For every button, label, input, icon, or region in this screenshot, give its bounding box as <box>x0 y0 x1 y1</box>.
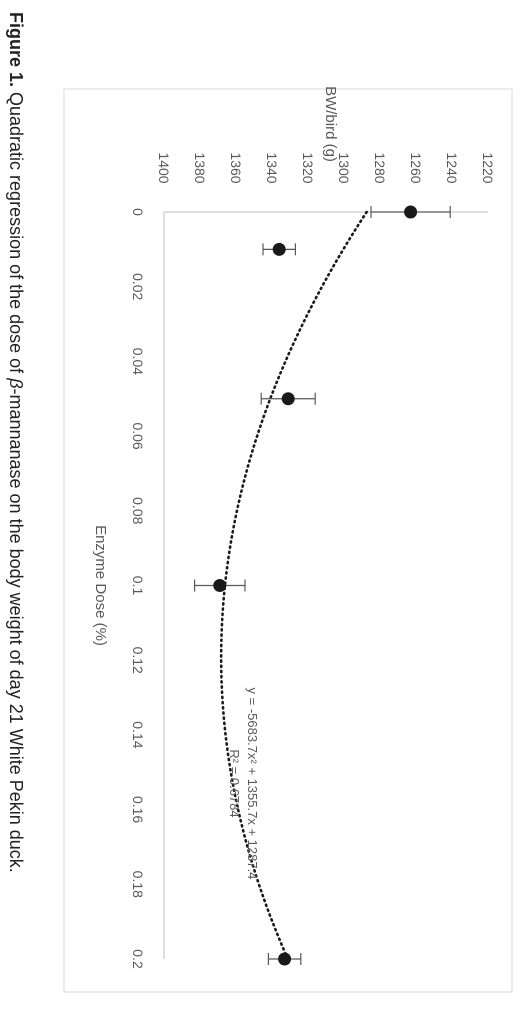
y-tick-label: 1300 <box>336 152 352 183</box>
y-tick-label: 1280 <box>372 152 388 183</box>
caption-part: -mannanase on the body weight of day 21 … <box>6 388 26 872</box>
x-tick-label: 0.08 <box>130 497 146 524</box>
y-tick-label: 1260 <box>408 152 424 183</box>
trendline-equation: y = -5683.7x² + 1355.7x + 1287.4 <box>245 688 260 880</box>
x-tick-label: 0.18 <box>130 871 146 898</box>
data-points <box>213 205 418 966</box>
caption-part-italic: β <box>6 377 26 388</box>
figure-caption: Figure 1. Quadratic regression of the do… <box>6 12 26 873</box>
x-axis-tick-labels: 0 0.02 0.04 0.06 0.08 0.1 0.12 0.14 0.16 0.18 0.2 <box>130 208 146 969</box>
data-point <box>278 952 292 966</box>
x-tick-label: 0 <box>130 208 146 216</box>
y-tick-label: 1240 <box>444 152 460 183</box>
data-point <box>281 392 295 406</box>
y-axis-label: BW/bird (g) <box>322 86 339 162</box>
trendline <box>219 210 368 961</box>
x-tick-label: 0.02 <box>130 273 146 300</box>
x-tick-label: 0.12 <box>130 647 146 674</box>
data-point <box>213 579 227 592</box>
trendline-r-squared: R² = 0.6784 <box>227 749 242 817</box>
y-axis-tick-labels: 1220 1240 1260 1280 1300 1320 1340 1360 1380 1400 <box>156 152 496 183</box>
rotated-plot: 1220 1240 1260 1280 1300 1320 1340 1360 1380 1400… <box>92 86 496 969</box>
y-tick-label: 1320 <box>300 152 316 183</box>
y-tick-label: 1220 <box>480 152 496 183</box>
x-tick-label: 0.06 <box>130 422 146 449</box>
x-tick-label: 0.16 <box>130 796 146 823</box>
x-tick-label: 0.14 <box>130 721 146 748</box>
y-tick-label: 1360 <box>228 152 244 183</box>
x-tick-label: 0.04 <box>130 348 146 375</box>
caption-part: Quadratic regression of the dose of <box>6 87 26 378</box>
x-tick-label: 0.2 <box>130 949 146 969</box>
x-tick-label: 0.1 <box>130 576 146 596</box>
chart-frame <box>63 88 513 993</box>
y-tick-label: 1400 <box>156 152 172 183</box>
y-tick-label: 1380 <box>192 152 208 183</box>
caption-label: Figure 1. <box>6 12 26 87</box>
x-axis-label: Enzyme Dose (%) <box>92 525 109 646</box>
y-tick-label: 1340 <box>264 152 280 183</box>
data-point <box>272 242 286 256</box>
data-point <box>404 205 418 219</box>
